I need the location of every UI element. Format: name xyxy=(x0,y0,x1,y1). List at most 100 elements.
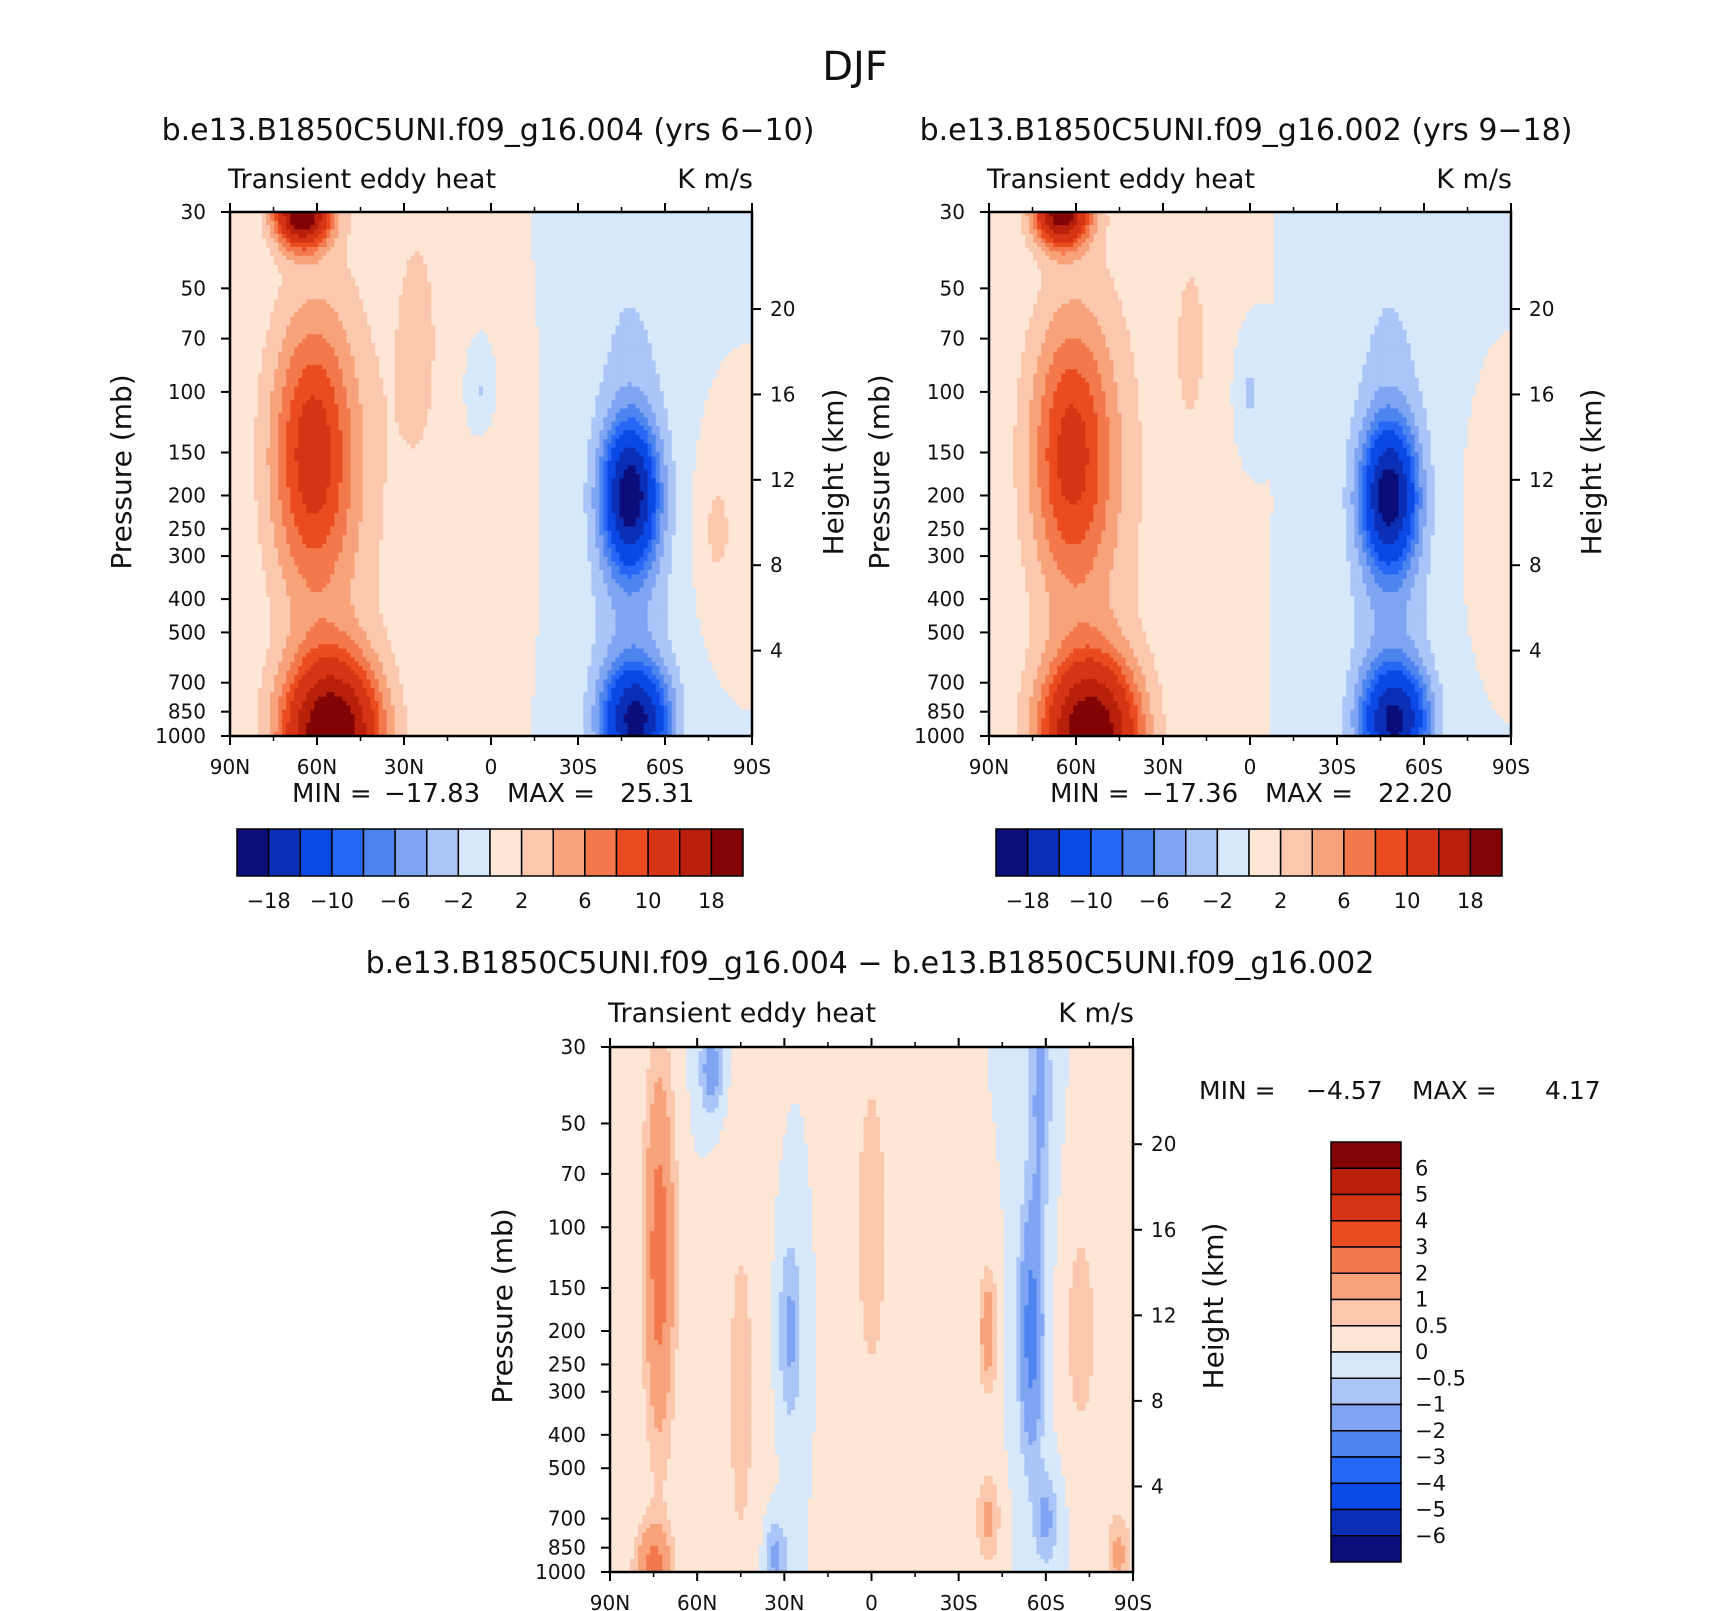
panel-left-cell xyxy=(567,465,572,471)
panel-left-cell xyxy=(727,264,733,270)
panel-left-cell xyxy=(623,286,629,292)
panel-left-cell xyxy=(358,360,364,366)
panel-left-cell xyxy=(571,321,576,327)
panel-left-cell xyxy=(563,343,568,348)
panel-left-cell xyxy=(370,452,376,458)
panel-left-cell xyxy=(655,377,661,383)
panel-left-cell xyxy=(555,347,560,353)
panel-left-cell xyxy=(747,238,752,244)
panel-left-cell xyxy=(631,347,637,353)
panel-left-cell xyxy=(278,417,283,423)
panel-left-cell xyxy=(298,299,303,305)
panel-left-cell xyxy=(322,377,327,383)
panel-left-cell xyxy=(615,347,621,353)
panel-left-cell xyxy=(310,338,315,344)
panel-left-cell xyxy=(547,395,552,401)
panel-left-cell xyxy=(651,434,657,440)
panel-left-cell xyxy=(663,260,669,265)
panel-left-cell xyxy=(607,377,613,383)
panel-left-cell xyxy=(691,382,697,388)
panel-left-cell xyxy=(583,430,588,436)
panel-left-cell xyxy=(290,242,295,248)
panel-left-cell xyxy=(687,452,693,458)
panel-left-cell xyxy=(687,299,693,305)
panel-left-cell xyxy=(358,469,364,475)
panel-left-cell xyxy=(679,434,685,440)
panel-left-cell xyxy=(278,321,283,327)
panel-left-cell xyxy=(486,412,492,418)
panel-left-cell xyxy=(587,452,592,458)
panel-left-cell xyxy=(310,377,315,383)
panel-left-cell xyxy=(551,325,556,331)
panel-left-cell xyxy=(358,439,364,445)
panel-left-cell xyxy=(599,264,605,270)
panel-left-cell xyxy=(615,246,621,252)
panel-left-cell xyxy=(675,220,681,226)
panel-left-cell xyxy=(731,242,737,248)
panel-left-cell xyxy=(374,364,380,370)
panel-left-cell xyxy=(631,281,637,287)
panel-left-cell xyxy=(350,443,356,449)
panel-left-cell xyxy=(543,399,548,405)
panel-left-cell xyxy=(727,299,733,305)
panel-left-cell xyxy=(663,452,669,458)
panel-left-cell xyxy=(623,321,629,327)
panel-left-cell xyxy=(619,286,625,292)
panel-left-cell xyxy=(354,399,360,405)
panel-left-cell xyxy=(699,216,705,222)
panel-left-cell xyxy=(691,281,697,287)
panel-left-cell xyxy=(298,277,303,283)
panel-left-cell xyxy=(466,421,472,427)
panel-left-cell xyxy=(603,404,609,410)
panel-left-cell xyxy=(647,430,653,436)
panel-left-cell xyxy=(414,386,420,392)
panel-left-cell xyxy=(731,238,737,244)
panel-left-cell xyxy=(306,439,311,445)
panel-left-cell xyxy=(547,439,552,445)
panel-left-cell xyxy=(398,386,404,392)
panel-left-cell xyxy=(318,290,323,296)
panel-left-cell xyxy=(635,225,641,231)
panel-left-cell xyxy=(719,338,725,344)
panel-left-cell xyxy=(378,412,384,418)
panel-left-cell xyxy=(575,373,580,379)
panel-left-cell xyxy=(671,347,677,353)
panel-left-cell xyxy=(262,373,267,379)
panel-left-cell xyxy=(418,377,424,383)
panel-left-cell xyxy=(547,277,552,283)
panel-left-cell xyxy=(579,356,584,362)
panel-left-cell xyxy=(579,225,584,231)
panel-left-cell xyxy=(334,404,340,410)
panel-left-cell xyxy=(735,220,741,226)
panel-left-cell xyxy=(374,382,380,388)
panel-left-cell xyxy=(679,421,685,427)
panel-left-cell xyxy=(531,220,536,226)
panel-left-cell xyxy=(559,312,564,318)
panel-left-cell xyxy=(699,308,705,314)
panel-left-cell xyxy=(739,325,745,331)
panel-left-cell xyxy=(270,229,275,235)
panel-left-cell xyxy=(322,260,327,265)
panel-left-cell xyxy=(350,430,356,436)
panel-left-cell xyxy=(547,225,552,231)
panel-left-cell xyxy=(302,303,307,309)
panel-left-cell xyxy=(615,329,621,335)
panel-left-cell xyxy=(683,273,689,279)
panel-left-cell xyxy=(539,299,544,305)
panel-left-cell xyxy=(631,404,637,410)
panel-left-cell xyxy=(727,260,733,265)
panel-left-cell xyxy=(358,395,364,401)
panel-left-cell xyxy=(491,391,496,396)
panel-left-cell xyxy=(418,395,424,401)
panel-left-cell xyxy=(362,382,368,388)
panel-left-cell xyxy=(354,290,360,296)
panel-left-cell xyxy=(374,469,380,475)
panel-left-cell xyxy=(575,386,580,392)
panel-left-cell xyxy=(474,360,480,366)
panel-left-cell xyxy=(643,338,649,344)
panel-left-cell xyxy=(627,421,633,427)
panel-left-cell xyxy=(426,391,432,396)
panel-left-cell xyxy=(683,238,689,244)
panel-left-cell xyxy=(330,347,335,353)
panel-left-cell xyxy=(727,229,733,235)
